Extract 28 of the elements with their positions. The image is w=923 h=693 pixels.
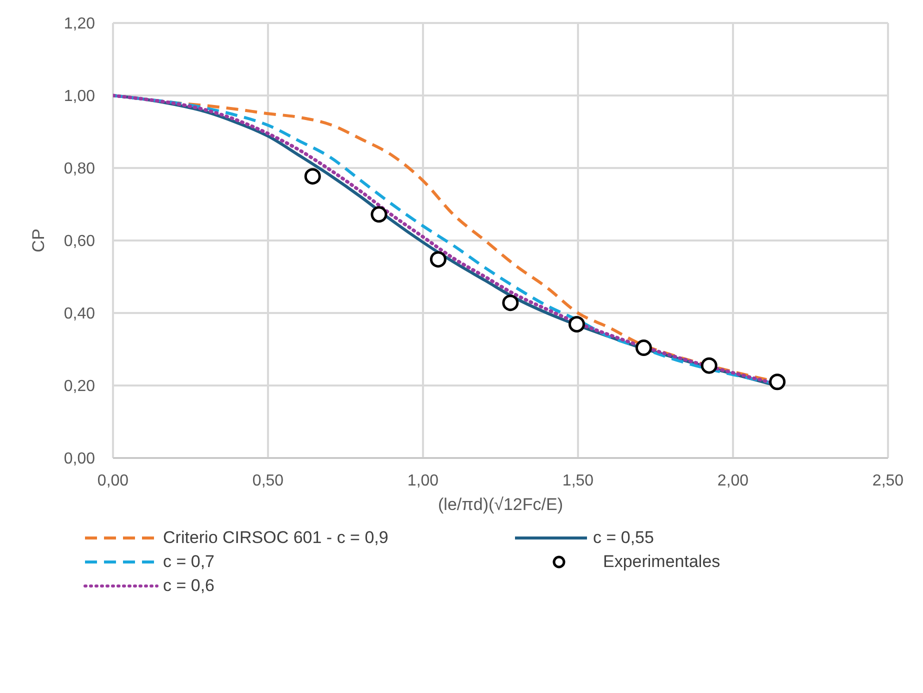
x-tick-label: 1,50 (562, 472, 594, 490)
point (370, 206, 388, 223)
y-axis-title: CP (29, 228, 48, 252)
point (700, 357, 718, 374)
legend-label: c = 0,6 (163, 576, 215, 596)
x-tick-label: 1,00 (407, 472, 439, 490)
legend-label: Experimentales (603, 552, 720, 572)
y-tick-label: 0,80 (64, 160, 96, 178)
legend-label: Criterio CIRSOC 601 - c = 0,9 (163, 528, 388, 548)
x-tick-label: 0,50 (252, 472, 284, 490)
legend-label: c = 0,55 (593, 528, 654, 548)
y-tick-label: 1,20 (64, 16, 96, 33)
x-axis-title: (le/πd)(√12Fc/E) (438, 495, 563, 514)
point (304, 168, 321, 185)
y-tick-label: 1,00 (64, 88, 96, 106)
point (769, 374, 786, 390)
point (635, 340, 652, 356)
y-tick-label: 0,20 (64, 378, 96, 396)
y-tick-label: 0,60 (64, 233, 96, 250)
point (502, 294, 519, 312)
x-tick-label: 2,50 (872, 472, 904, 490)
y-tick-label: 0,00 (64, 450, 96, 468)
y-tick-label: 0,40 (64, 306, 96, 323)
x-tick-label: 0,00 (97, 472, 129, 490)
point (430, 251, 446, 268)
legend-label: c = 0,7 (163, 552, 215, 572)
point (568, 316, 586, 332)
x-tick-label: 2,00 (717, 472, 749, 490)
